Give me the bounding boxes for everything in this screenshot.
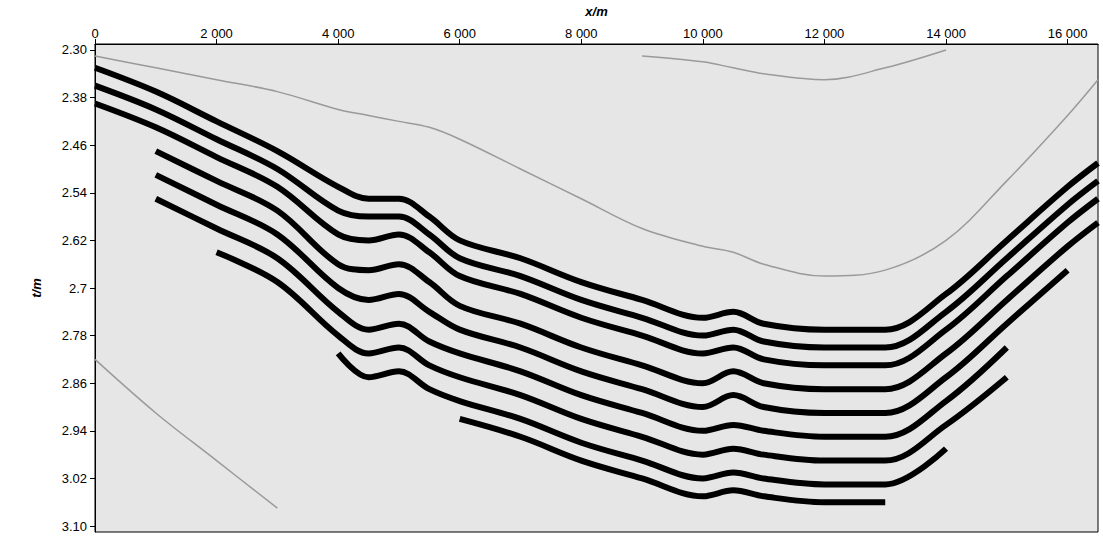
svg-text:2.86: 2.86: [62, 376, 87, 391]
svg-text:12 000: 12 000: [805, 26, 845, 41]
svg-text:8 000: 8 000: [565, 26, 598, 41]
svg-text:2.38: 2.38: [62, 90, 87, 105]
svg-text:3.10: 3.10: [62, 519, 87, 534]
svg-text:2.7: 2.7: [69, 281, 87, 296]
svg-text:2 000: 2 000: [200, 26, 233, 41]
svg-text:2.94: 2.94: [62, 423, 87, 438]
svg-text:x/m: x/m: [584, 4, 608, 19]
svg-text:4 000: 4 000: [322, 26, 355, 41]
svg-text:2.46: 2.46: [62, 138, 87, 153]
svg-text:2.30: 2.30: [62, 42, 87, 57]
svg-text:16 000: 16 000: [1048, 26, 1088, 41]
svg-text:2.62: 2.62: [62, 233, 87, 248]
svg-text:2.54: 2.54: [62, 185, 87, 200]
svg-text:t/m: t/m: [29, 278, 44, 298]
svg-text:14 000: 14 000: [926, 26, 966, 41]
svg-text:2.78: 2.78: [62, 328, 87, 343]
svg-text:0: 0: [91, 26, 98, 41]
svg-text:3.02: 3.02: [62, 471, 87, 486]
svg-text:10 000: 10 000: [683, 26, 723, 41]
svg-text:6 000: 6 000: [443, 26, 476, 41]
